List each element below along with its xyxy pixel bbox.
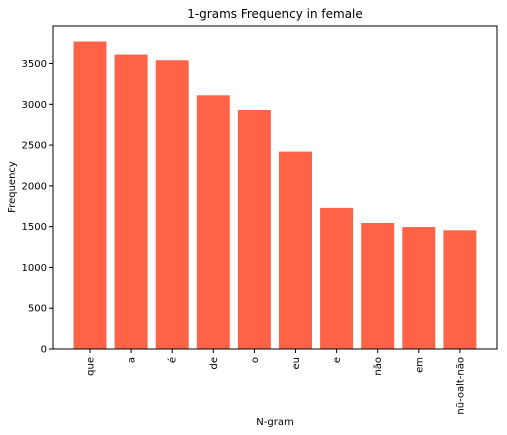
y-tick-label: 3500 (22, 59, 47, 70)
bars-group (73, 41, 477, 350)
chart-title: 1-grams Frequency in female (187, 7, 363, 21)
bar-a (114, 54, 148, 350)
y-tick-label: 0 (41, 345, 47, 356)
x-tick-label: a (127, 357, 138, 363)
bar-o (237, 110, 271, 349)
y-tick-label: 500 (28, 304, 47, 315)
x-tick-label: não (373, 357, 384, 376)
x-tick-label: o (250, 357, 261, 363)
bar-de (196, 95, 230, 349)
x-axis-title: N-gram (256, 417, 293, 428)
x-tick-label: e (332, 357, 343, 363)
y-tick-label: 2000 (22, 181, 47, 192)
bar-não (361, 222, 395, 349)
y-axis-title: Frequency (7, 161, 18, 213)
x-tick-label: em (414, 357, 425, 373)
bar-eu (279, 151, 312, 349)
x-tick-label: eu (291, 357, 302, 370)
y-tick-label: 1000 (22, 263, 47, 274)
bar-em (402, 227, 436, 349)
x-tick-label: de (209, 357, 220, 370)
plot-frame (52, 25, 498, 350)
bar-nũ-oalt-não (443, 230, 477, 349)
x-tick-label: é (167, 357, 179, 363)
x-tick-label: que (86, 357, 97, 376)
bar-e (320, 207, 354, 349)
bar-que (73, 41, 107, 349)
y-tick-label: 1500 (22, 222, 47, 233)
y-tick-label: 3000 (22, 100, 47, 111)
y-axis: 0 500 1000 1500 2000 2500 3000 3500 (22, 59, 53, 356)
x-tick-label: nũ-oalt-não (455, 357, 466, 415)
bar-é (155, 60, 189, 349)
x-axis: que a é de o eu e não em nũ-oalt-não (86, 349, 466, 415)
y-tick-label: 2500 (22, 141, 47, 152)
